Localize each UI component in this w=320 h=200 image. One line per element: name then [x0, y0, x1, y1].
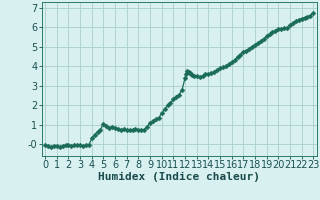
X-axis label: Humidex (Indice chaleur): Humidex (Indice chaleur): [98, 172, 260, 182]
